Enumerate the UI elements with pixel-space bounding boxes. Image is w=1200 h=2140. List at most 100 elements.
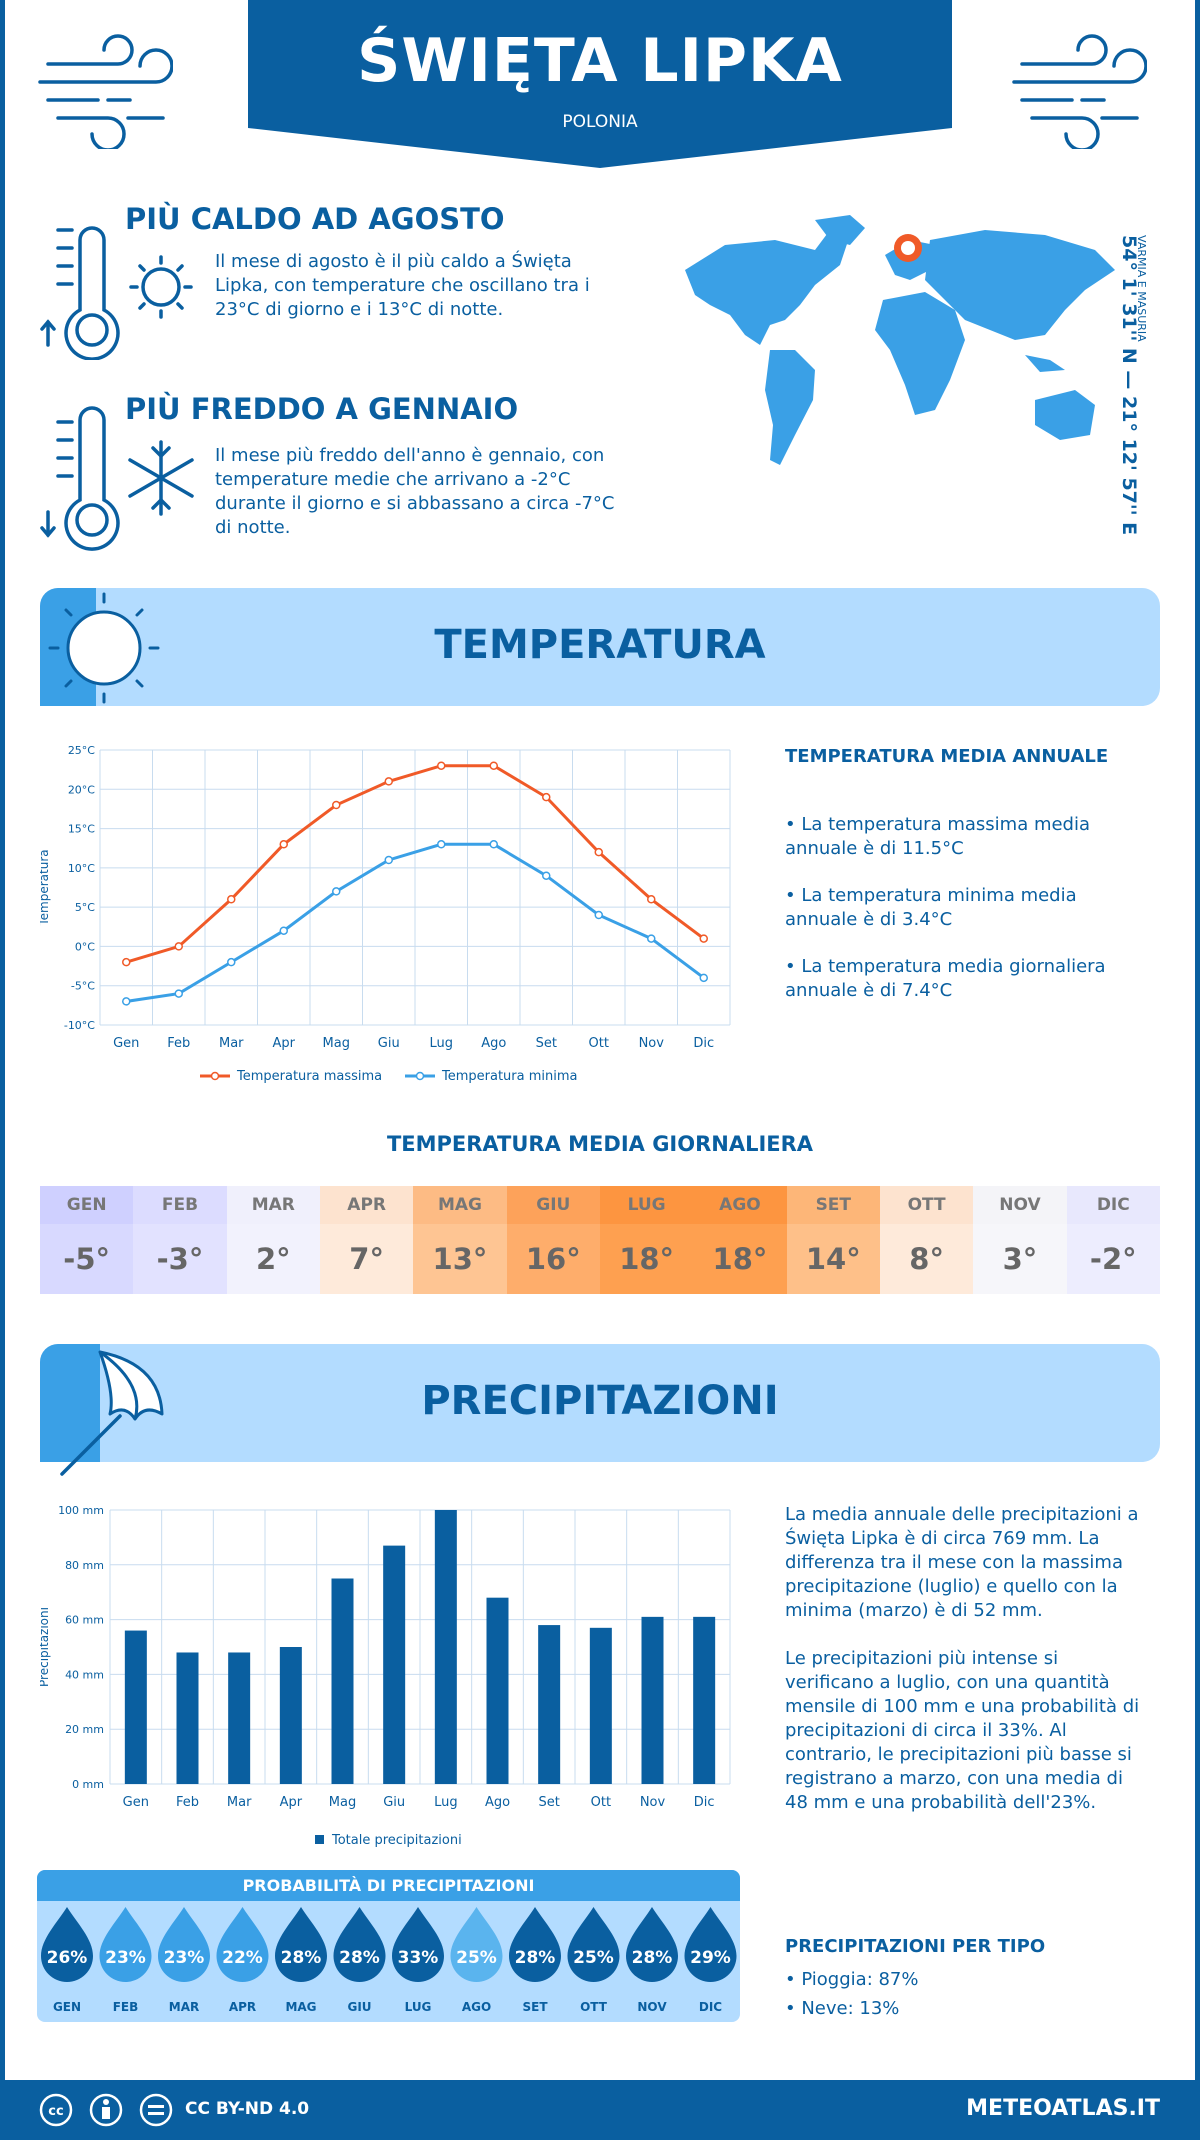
- y-tick-label: -5°C: [71, 980, 95, 993]
- probability-drop: 28% SET: [509, 1907, 561, 2014]
- wind-icon-right: [1012, 34, 1147, 149]
- daily-month-label: DIC: [1066, 1186, 1160, 1224]
- x-tick-label: Set: [538, 1795, 559, 1810]
- daily-temp-value: 18°: [599, 1224, 694, 1294]
- drop-value: 22%: [222, 1948, 263, 1968]
- drop-icon: [275, 1907, 327, 1982]
- precip-bar: [641, 1616, 664, 1784]
- drop-month: NOV: [637, 2000, 667, 2014]
- data-point: [542, 871, 551, 880]
- probability-drop: 29% DIC: [684, 1907, 737, 2014]
- country-name: POLONIA: [562, 112, 638, 132]
- greenland: [815, 215, 865, 245]
- daily-month-label: LUG: [599, 1186, 694, 1224]
- daily-temp-value: 7°: [319, 1224, 414, 1294]
- precip-type-rain: • Pioggia: 87%: [785, 1969, 919, 1990]
- drop-icon: [509, 1907, 561, 1982]
- license-icons: cc: [39, 2093, 173, 2127]
- city-name: ŚWIĘTA LIPKA: [357, 26, 843, 96]
- precipitation-chart: 100 mm 80 mm 60 mm 40 mm 20 mm 0 mm Gen Feb Mar A…: [40, 1504, 731, 1848]
- temperature-section-title: TEMPERATURA: [434, 622, 766, 668]
- title-banner: ŚWIĘTA LIPKA POLONIA: [248, 0, 952, 170]
- precip-section-title: PRECIPITAZIONI: [421, 1378, 779, 1424]
- drop-value: 28%: [339, 1948, 380, 1968]
- probability-drop: 23% MAR: [158, 1907, 210, 2014]
- x-tick-label: Ago: [481, 1036, 506, 1051]
- drop-icon: [158, 1907, 210, 1982]
- annual-temp-bullet-min: • La temperatura minima media annuale è …: [785, 885, 1077, 930]
- daily-cell: FEB -3°: [133, 1186, 227, 1294]
- daily-cell: MAG 13°: [413, 1186, 507, 1294]
- drop-icon: [99, 1907, 152, 1982]
- drop-value: 28%: [515, 1948, 556, 1968]
- daily-month-label: GEN: [40, 1186, 134, 1224]
- x-tick-label: Dic: [694, 1795, 715, 1810]
- y-tick-label: 40 mm: [65, 1668, 104, 1681]
- thermometer-cold-icon: [40, 406, 194, 551]
- y-tick-label: 80 mm: [65, 1559, 104, 1572]
- x-tick-label: Giu: [378, 1036, 400, 1051]
- world-map: [685, 215, 1115, 465]
- svg-text:cc: cc: [48, 2104, 63, 2119]
- x-tick-label: Gen: [113, 1036, 139, 1051]
- data-point: [437, 761, 446, 770]
- drop-month: GEN: [53, 2000, 81, 2014]
- asia: [925, 230, 1115, 340]
- daily-temp-value: 18°: [693, 1224, 787, 1294]
- probability-drops: 26% GEN 23% FEB 23% MAR 22% APR 28% MAG 28% GIU 33% L…: [41, 1907, 737, 2014]
- north-america: [685, 230, 850, 345]
- legend-label: Temperatura massima: [236, 1069, 382, 1084]
- precip-bar: [434, 1510, 457, 1784]
- x-tick-label: Dic: [693, 1036, 714, 1051]
- x-tick-label: Nov: [640, 1795, 666, 1810]
- nd-icon: [139, 2093, 173, 2127]
- data-point: [594, 910, 603, 920]
- x-tick-label: Ott: [591, 1795, 611, 1810]
- series-line-min: [126, 842, 705, 1003]
- x-tick-label: Ott: [589, 1036, 609, 1051]
- umbrella-icon: [40, 1344, 164, 1476]
- drop-value: 28%: [632, 1948, 673, 1968]
- y-tick-label: 5°C: [75, 901, 95, 914]
- license-text: CC BY-ND 4.0: [185, 2099, 310, 2119]
- cc-icon: [39, 2093, 73, 2127]
- drop-value: 25%: [573, 1948, 614, 1968]
- daily-temp-value: 2°: [226, 1224, 320, 1294]
- probability-drop: 22% APR: [216, 1907, 269, 2014]
- precip-type-title: PRECIPITAZIONI PER TIPO: [785, 1936, 1046, 1957]
- drop-icon: [567, 1907, 620, 1982]
- x-tick-label: Giu: [383, 1795, 405, 1810]
- probability-drop: 28% GIU: [333, 1907, 386, 2014]
- site-link[interactable]: METEOATLAS.IT: [966, 2096, 1160, 2121]
- data-point: [437, 840, 446, 849]
- daily-cell: AGO 18°: [693, 1186, 787, 1294]
- daily-month-label: APR: [319, 1186, 414, 1224]
- drop-value: 33%: [398, 1948, 439, 1968]
- banner-shape: [248, 0, 952, 168]
- daily-cell: GIU 16°: [506, 1186, 600, 1294]
- daily-temp-value: -3°: [133, 1224, 227, 1294]
- y-tick-label: 100 mm: [58, 1504, 104, 1517]
- drop-month: GIU: [347, 2000, 371, 2014]
- drop-month: AGO: [462, 2000, 491, 2014]
- precip-detail: Le precipitazioni più intense si verific…: [785, 1648, 1140, 1813]
- drop-icon: [41, 1907, 93, 1982]
- coldest-title: PIÙ FREDDO A GENNAIO: [125, 392, 519, 426]
- drop-month: LUG: [405, 2000, 432, 2014]
- y-tick-label: 0 mm: [72, 1778, 104, 1791]
- data-point: [699, 973, 708, 983]
- data-point: [174, 942, 183, 951]
- x-tick-label: Mar: [227, 1795, 252, 1810]
- sun-icon: [40, 588, 160, 706]
- data-point: [174, 989, 183, 998]
- daily-temp-value: 13°: [413, 1224, 507, 1294]
- daily-cell: DIC -2°: [1066, 1186, 1160, 1294]
- drop-month: APR: [229, 2000, 256, 2014]
- data-point: [332, 800, 341, 810]
- precip-bar: [279, 1647, 302, 1784]
- drop-icon: [392, 1907, 444, 1982]
- precip-bar: [228, 1652, 251, 1784]
- drop-value: 26%: [47, 1948, 88, 1968]
- australia: [1035, 390, 1095, 440]
- y-axis-label: Precipitazioni: [40, 1607, 51, 1687]
